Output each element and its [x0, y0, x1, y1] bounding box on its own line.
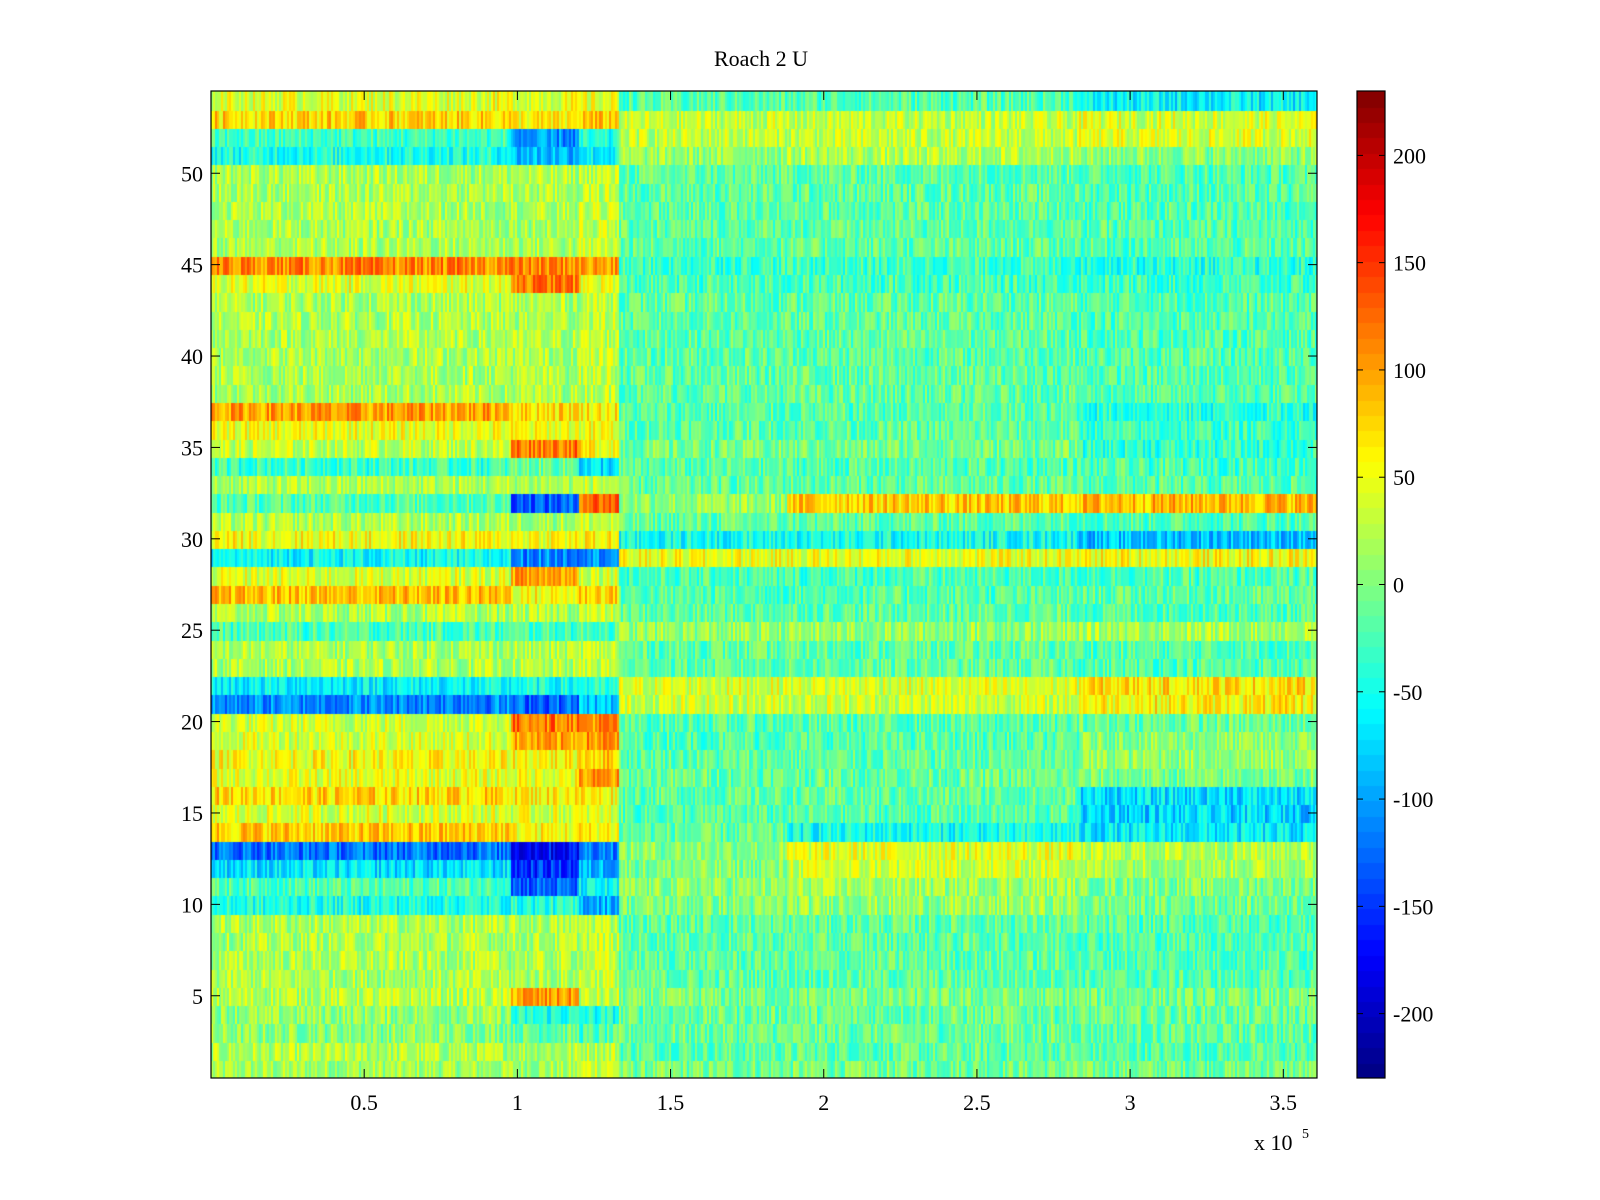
x-axis: 0.5 1 1.5 2 2.5 3 3.5 [350, 91, 1297, 1115]
x-tick-label: 3.5 [1270, 1090, 1298, 1115]
colorbar-tick-label: 50 [1393, 465, 1415, 490]
colorbar-tick-label: -50 [1393, 680, 1422, 705]
x-multiplier-label: x 10 [1254, 1130, 1293, 1155]
y-tick-label: 10 [181, 892, 203, 917]
y-tick-label: 20 [181, 710, 203, 735]
y-tick-label: 5 [192, 984, 203, 1009]
y-tick-label: 25 [181, 618, 203, 643]
colorbar-tick-label: 0 [1393, 573, 1404, 598]
chart-title: Roach 2 U [714, 46, 808, 71]
colorbar-axis: 200 150 100 50 0 -50 -100 -150 -200 [1357, 143, 1433, 1027]
colorbar-tick-label: 100 [1393, 358, 1426, 383]
colorbar-tick-label: -200 [1393, 1002, 1433, 1027]
x-tick-label: 1.5 [657, 1090, 685, 1115]
plot-frame [210, 90, 1318, 1079]
y-axis: 5 10 15 20 25 30 35 40 45 50 [181, 161, 1317, 1009]
x-tick-label: 0.5 [350, 1090, 378, 1115]
y-tick-label: 35 [181, 435, 203, 460]
x-multiplier-exponent: 5 [1302, 1127, 1309, 1142]
colorbar-tick-label: 150 [1393, 251, 1426, 276]
x-tick-label: 1 [512, 1090, 523, 1115]
heatmap-plot-area [211, 91, 1317, 1078]
colorbar-tick-label: -150 [1393, 894, 1433, 919]
colorbar-tick-label: 200 [1393, 143, 1426, 168]
y-tick-label: 15 [181, 801, 203, 826]
y-tick-label: 45 [181, 253, 203, 278]
y-tick-label: 40 [181, 344, 203, 369]
y-tick-label: 30 [181, 527, 203, 552]
x-tick-label: 2 [818, 1090, 829, 1115]
y-tick-label: 50 [181, 161, 203, 186]
plot-border [210, 90, 1318, 1079]
x-tick-label: 3 [1125, 1090, 1136, 1115]
x-tick-label: 2.5 [963, 1090, 991, 1115]
colorbar-tick-label: -100 [1393, 787, 1433, 812]
